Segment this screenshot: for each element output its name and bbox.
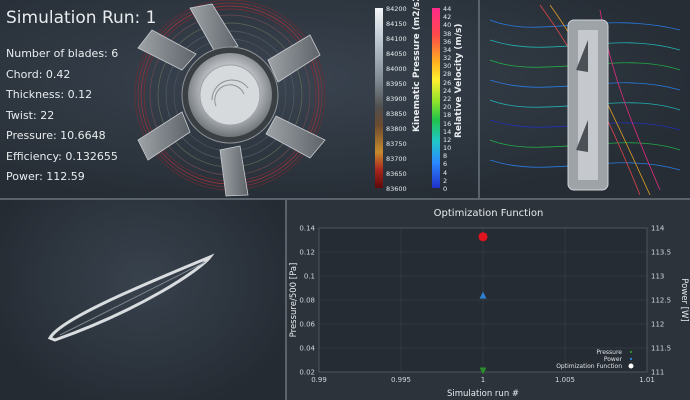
colorbar-tick-label: 83600 xyxy=(386,185,407,193)
colorbar-tick-label: 84000 xyxy=(386,65,407,73)
y-tick-label: 0.08 xyxy=(299,297,315,305)
colorbar-tick-label: 22 xyxy=(443,95,452,103)
colorbar-tick-label: 18 xyxy=(443,111,452,120)
colorbar-tick-label: 14 xyxy=(443,127,452,136)
colorbar-tick-label: 28 xyxy=(443,70,452,79)
colorbar-tick-label: 24 xyxy=(443,86,452,95)
colorbar-tick-label: 16 xyxy=(443,119,452,128)
colorbar-tick-label: 44 xyxy=(443,5,452,13)
optimization-chart: 0.99 0.995 1 1.005 1.01 0.02 0.04 0.06 0.08 0.1 0.… xyxy=(289,225,689,400)
power-point xyxy=(479,291,487,299)
colorbar-tick-label: 2 xyxy=(443,176,448,185)
legend-marker xyxy=(629,350,633,354)
colorbar-tick-label: 30 xyxy=(443,62,452,71)
y2-tick-label: 113.5 xyxy=(651,249,671,257)
velocity-colorbar-title: Relative Velocity (m/s) xyxy=(454,23,464,139)
airfoil-render xyxy=(47,253,215,342)
parameter-line: Number of blades: 6 xyxy=(6,47,119,60)
colorbar-tick-label: 12 xyxy=(443,135,452,144)
optimization-point xyxy=(478,232,488,242)
colorbar-tick-label: 84150 xyxy=(386,20,407,28)
y-axis-label: Pressure/500 [Pa] xyxy=(289,263,299,338)
colorbar-tick-label: 83750 xyxy=(386,140,407,148)
colorbar-tick-label: 84050 xyxy=(386,50,407,58)
parameter-line: Thickness: 0.12 xyxy=(6,88,93,101)
y2-axis-label: Power [W] xyxy=(679,278,689,321)
colorbar-tick-label: 4 xyxy=(443,168,448,177)
y-tick-label: 0.14 xyxy=(299,225,315,233)
fan-render xyxy=(134,0,326,197)
y2-tick-label: 113 xyxy=(651,273,664,281)
legend-label: Power xyxy=(604,356,623,363)
colorbar-tick-label: 83950 xyxy=(386,80,407,88)
x-tick-label: 1.01 xyxy=(639,376,655,384)
legend-marker xyxy=(628,363,634,369)
parameter-line: Efficiency: 0.132655 xyxy=(6,149,118,163)
colorbar-tick-label: 40 xyxy=(443,21,452,30)
y-tick-label: 0.12 xyxy=(299,249,315,257)
parameter-line: Pressure: 10.6648 xyxy=(6,129,106,142)
colorbar-tick-label: 83650 xyxy=(386,170,407,178)
colorbar-tick-label: 84100 xyxy=(386,35,407,43)
velocity-colorbar xyxy=(432,8,440,188)
colorbar-tick-label: 83900 xyxy=(386,95,407,103)
y2-tick-label: 112.5 xyxy=(651,297,671,305)
y-tick-label: 0.06 xyxy=(299,321,315,329)
x-tick-label: 1.005 xyxy=(555,376,575,384)
y-tick-label: 0.04 xyxy=(299,345,315,353)
colorbar-tick-label: 8 xyxy=(443,152,448,161)
legend-marker xyxy=(629,357,633,361)
vertical-divider xyxy=(285,200,287,400)
colorbar-tick-label: 10 xyxy=(443,144,452,153)
colorbar-tick-label: 6 xyxy=(443,160,448,169)
x-tick-label: 1 xyxy=(481,376,485,384)
pressure-colorbar-title: Kinematic Pressure (m2/s2) xyxy=(412,0,422,132)
optimization-chart-panel[interactable]: Optimization Function 0.99 0.995 1 1.005 1.0… xyxy=(287,200,690,400)
y-tick-label: 0.1 xyxy=(304,273,315,281)
legend-label: Optimization Function xyxy=(556,363,622,370)
simulation-title: Simulation Run: 1 xyxy=(6,8,157,28)
colorbar-tick-label: 36 xyxy=(443,37,452,46)
simulation-viewport[interactable]: Simulation Run: 1 Number of blades: 6 Cho… xyxy=(0,0,690,198)
y2-tick-label: 112 xyxy=(651,321,664,329)
colorbar-tick-label: 83700 xyxy=(386,155,407,163)
y2-tick-label: 111 xyxy=(651,369,664,377)
horizontal-divider xyxy=(0,198,690,200)
legend-label: Pressure xyxy=(596,349,622,356)
top-divider xyxy=(478,0,480,198)
colorbar-tick-label: 26 xyxy=(443,78,452,87)
colorbar-tick-label: 32 xyxy=(443,54,452,63)
colorbar-tick-label: 38 xyxy=(443,29,452,38)
y-tick-label: 0.02 xyxy=(299,369,315,377)
colorbar-tick-label: 34 xyxy=(443,45,452,54)
pressure-point xyxy=(479,367,487,375)
y2-tick-label: 114 xyxy=(651,225,665,233)
x-tick-label: 0.995 xyxy=(391,376,411,384)
colorbar-tick-label: 0 xyxy=(443,185,448,193)
chart-title: Optimization Function xyxy=(433,208,544,219)
parameter-line: Power: 112.59 xyxy=(6,170,85,183)
parameter-line: Chord: 0.42 xyxy=(6,67,71,81)
y2-tick-label: 111.5 xyxy=(651,345,671,353)
airfoil-viewport[interactable] xyxy=(0,200,285,400)
pressure-colorbar xyxy=(375,8,383,188)
colorbar-tick-label: 83800 xyxy=(386,125,407,133)
parameter-line: Twist: 22 xyxy=(6,108,55,122)
colorbar-tick-label: 42 xyxy=(443,13,452,22)
side-view-render xyxy=(489,4,681,196)
x-axis-label: Simulation run # xyxy=(447,389,519,399)
x-tick-label: 0.99 xyxy=(311,376,327,384)
colorbar-tick-label: 83850 xyxy=(386,110,407,118)
colorbar-tick-label: 84200 xyxy=(386,5,407,13)
colorbar-tick-label: 20 xyxy=(443,103,452,112)
